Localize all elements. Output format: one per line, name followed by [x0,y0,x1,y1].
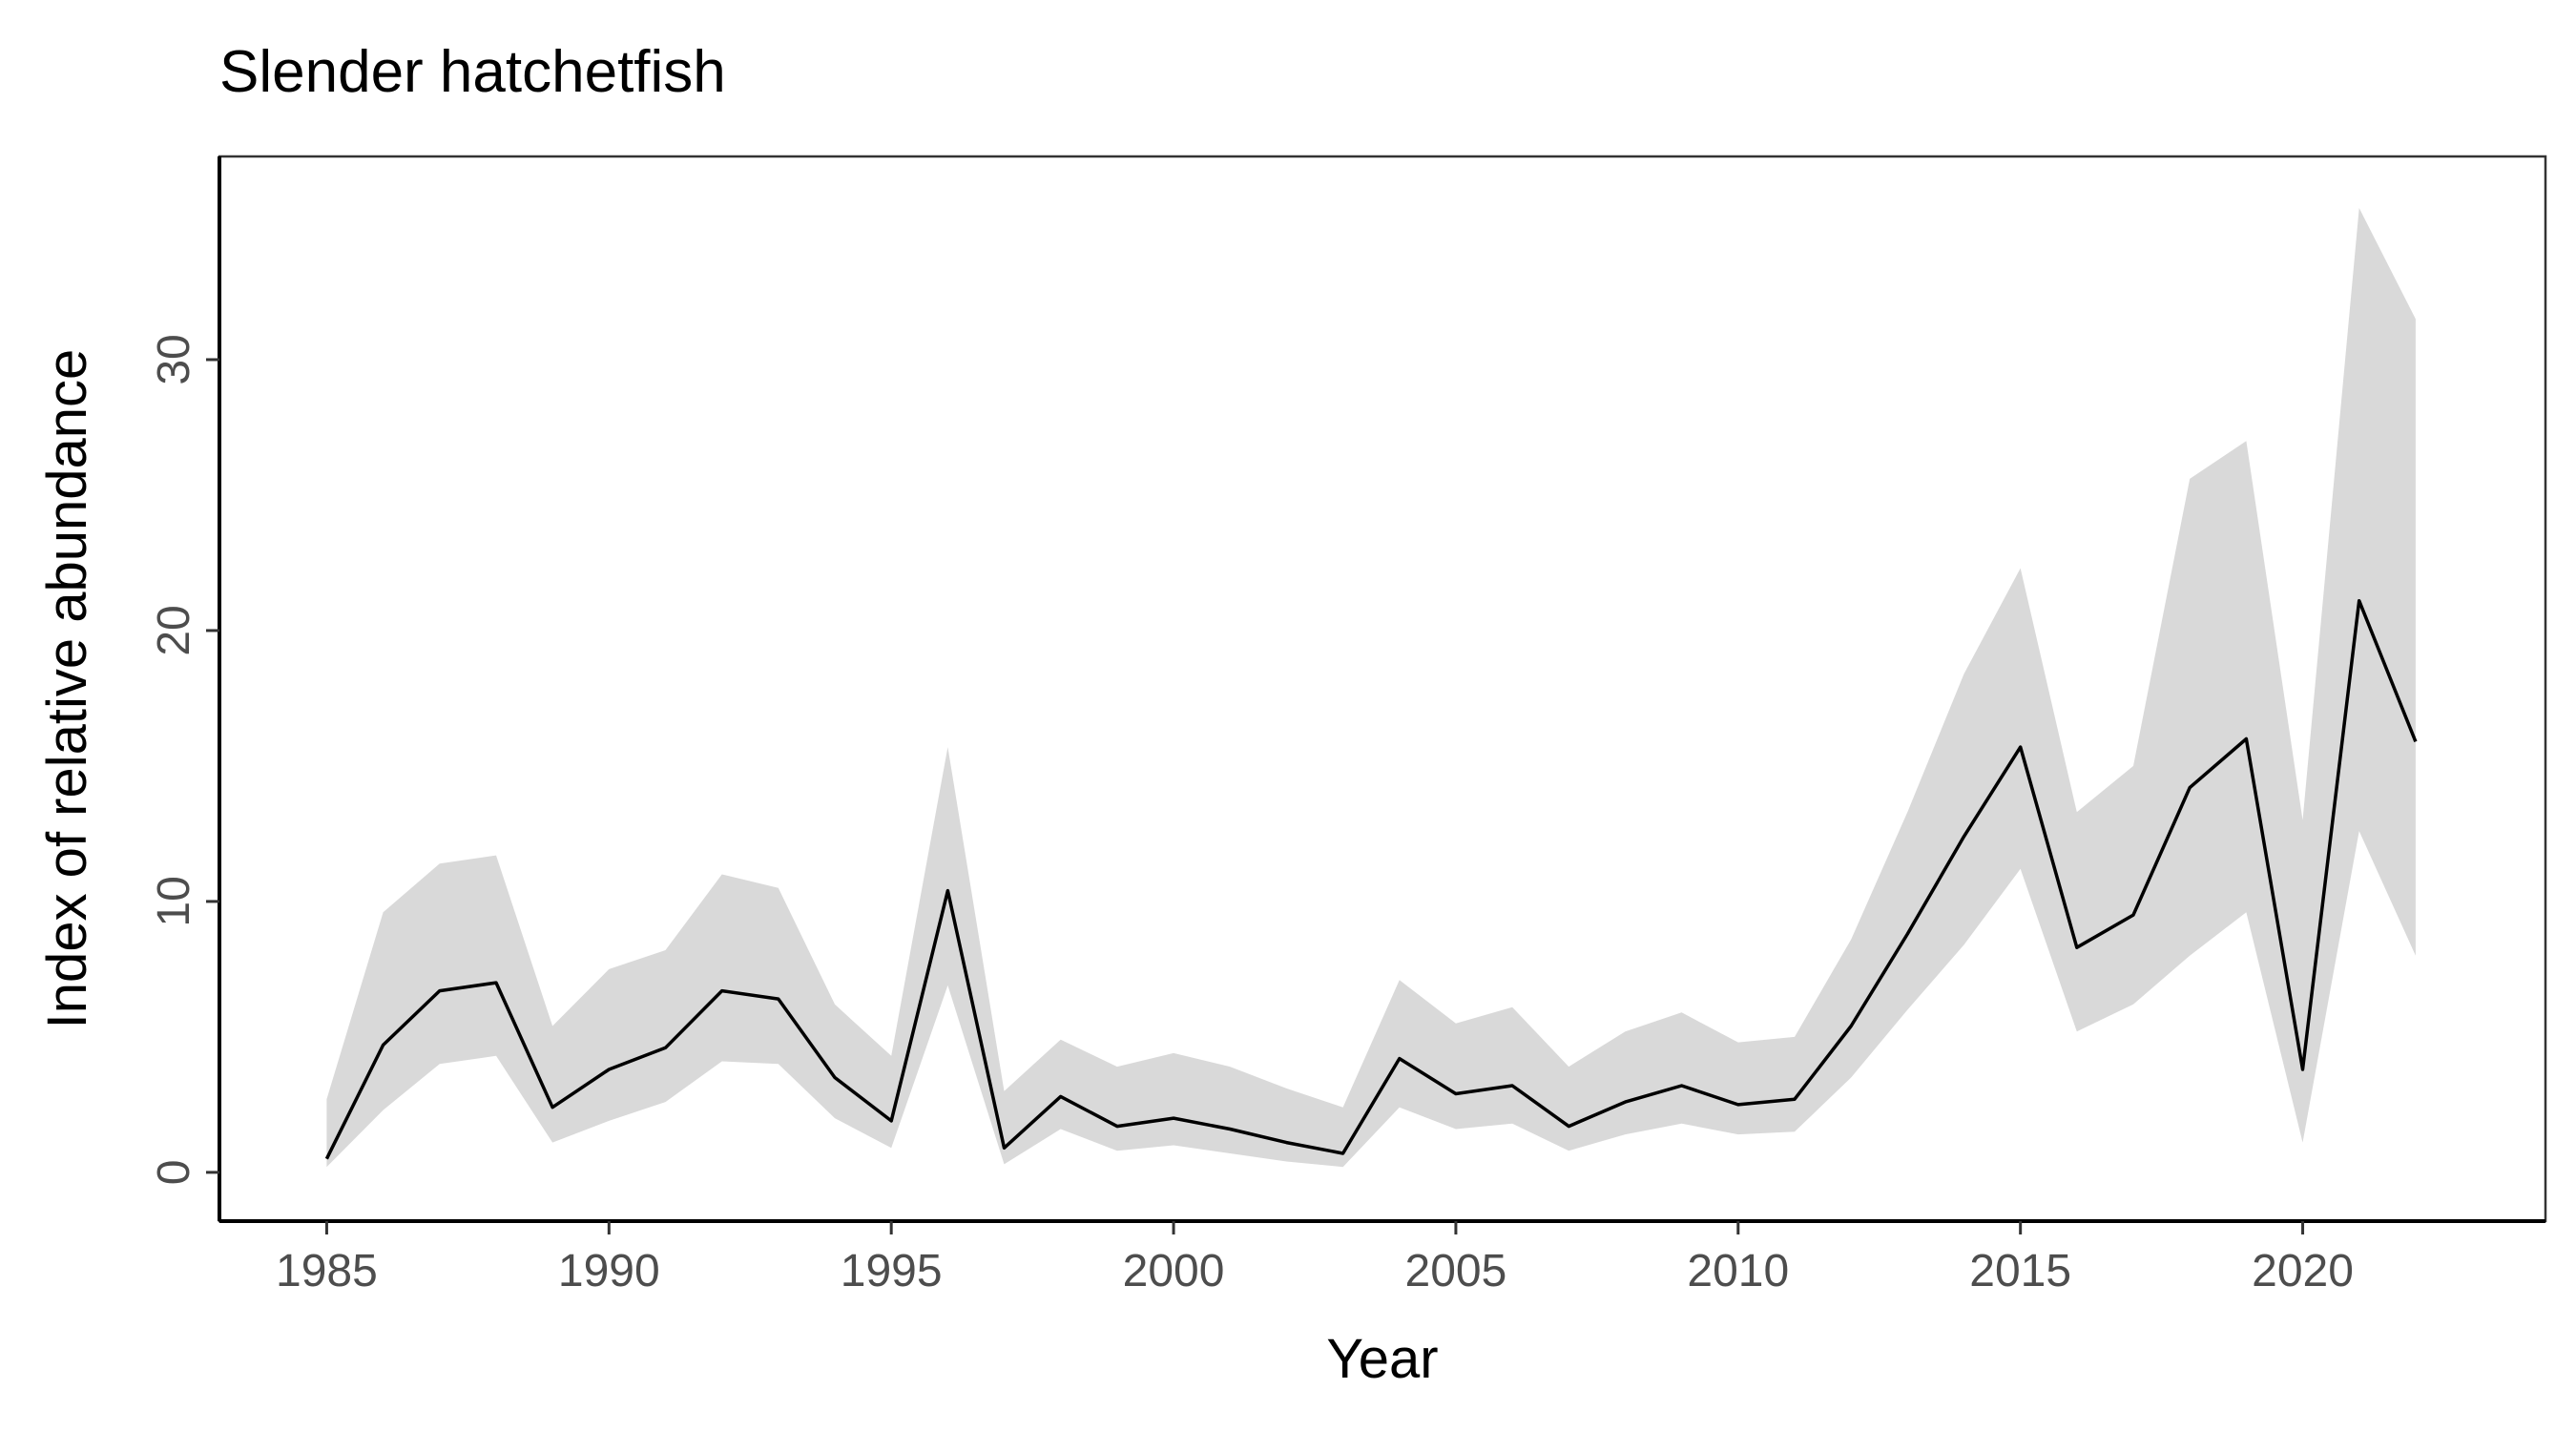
x-axis-label: Year [1326,1328,1438,1390]
x-tick-label-2010: 2010 [1687,1246,1789,1296]
y-tick-label-10: 10 [149,876,199,926]
x-tick-label-2020: 2020 [2252,1246,2354,1296]
x-tick-label-1990: 1990 [558,1246,660,1296]
x-tick-label-1985: 1985 [276,1246,378,1296]
y-tick-label-20: 20 [149,605,199,655]
plot-area [324,208,2418,1168]
x-tick-label-2000: 2000 [1123,1246,1225,1296]
y-tick-label-30: 30 [149,334,199,384]
y-tick-label-0: 0 [149,1160,199,1186]
x-axis-ticks: 1985 1990 1995 2000 2005 2010 2015 2020 [276,1221,2354,1296]
y-axis-label: Index of relative abundance [36,349,98,1029]
confidence-ribbon [326,208,2416,1168]
chart-title: Slender hatchetfish [219,39,726,105]
x-tick-label-2015: 2015 [1969,1246,2071,1296]
x-tick-label-1995: 1995 [841,1246,943,1296]
x-tick-label-2005: 2005 [1405,1246,1507,1296]
series-line [324,598,2418,1160]
y-axis-ticks: 0 10 20 30 [149,334,219,1185]
data-points [326,600,2416,1159]
